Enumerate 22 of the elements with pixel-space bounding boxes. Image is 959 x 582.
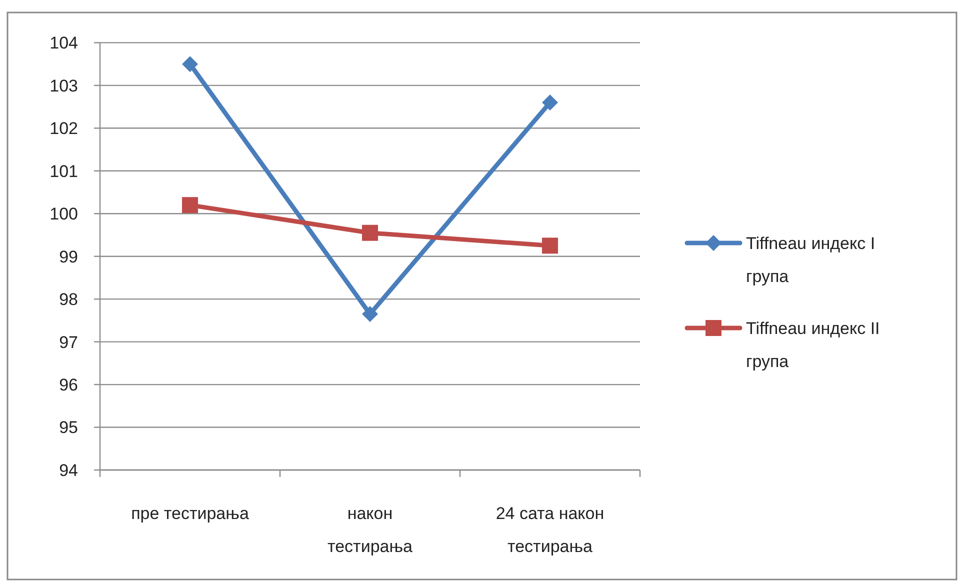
x-tick-label: након тестирања [327, 504, 414, 556]
legend-label: Tiffneau индекс II група [746, 318, 880, 371]
x-tick-label: пре тестирања [131, 504, 250, 523]
point [182, 56, 198, 72]
y-tick-label: 104 [50, 34, 78, 53]
y-tick-label: 94 [59, 460, 78, 480]
point [542, 238, 558, 254]
x-tick-label: 24 сата након тестирања [496, 504, 604, 556]
y-tick-label: 101 [50, 162, 78, 181]
y-tick-label: 97 [59, 332, 78, 352]
point [542, 94, 558, 111]
y-tick-label: 98 [59, 290, 78, 310]
point [182, 197, 198, 214]
y-tick-label: 102 [50, 119, 78, 138]
legend-label: Tiffneau индекс I група [746, 234, 876, 286]
y-tick-label: 103 [50, 76, 78, 96]
point [362, 306, 378, 322]
y-tick-label: 99 [59, 247, 78, 266]
y-tick-label: 100 [50, 204, 78, 224]
point [362, 224, 378, 241]
y-tick-label: 95 [59, 418, 78, 438]
y-tick-label: 96 [59, 375, 78, 394]
